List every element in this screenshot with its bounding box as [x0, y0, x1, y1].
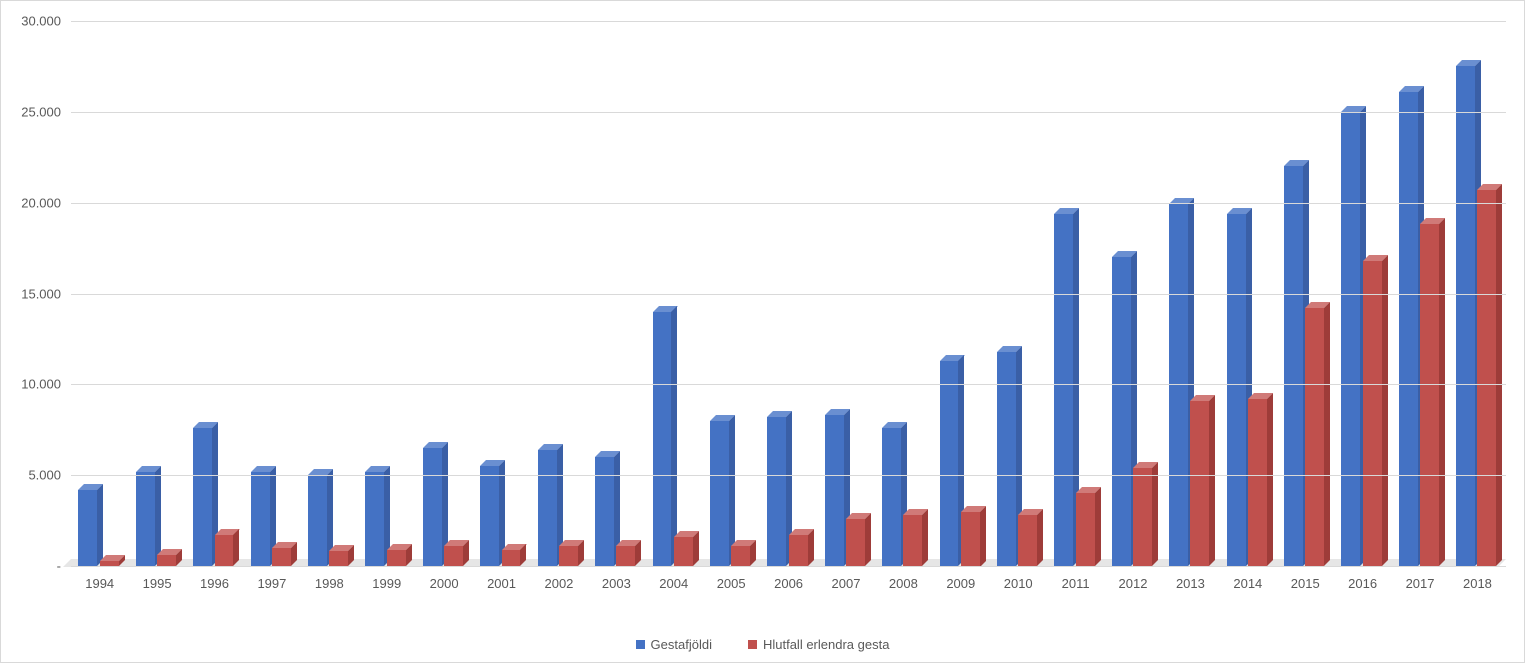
grid-line — [71, 475, 1506, 476]
x-axis-label: 2008 — [875, 576, 932, 591]
bar — [502, 550, 521, 566]
legend-swatch — [636, 640, 645, 649]
x-axis-label: 2005 — [702, 576, 759, 591]
x-axis-label: 2016 — [1334, 576, 1391, 591]
bar — [423, 448, 442, 566]
x-axis-label: 2009 — [932, 576, 989, 591]
bar — [789, 535, 808, 566]
x-axis-label: 1995 — [128, 576, 185, 591]
x-axis-label: 1997 — [243, 576, 300, 591]
x-axis-label: 2012 — [1104, 576, 1161, 591]
bar — [767, 417, 786, 566]
x-axis-label: 2007 — [817, 576, 874, 591]
legend-item: Hlutfall erlendra gesta — [748, 637, 889, 652]
legend: Gestafjöldi Hlutfall erlendra gesta — [1, 637, 1524, 652]
bar — [616, 546, 635, 566]
x-axis-label: 2006 — [760, 576, 817, 591]
x-axis-label: 2001 — [473, 576, 530, 591]
bar — [710, 421, 729, 566]
bar — [272, 548, 291, 566]
bar — [215, 535, 234, 566]
x-axis-label: 2013 — [1162, 576, 1219, 591]
x-axis-label: 1994 — [71, 576, 128, 591]
bar — [329, 551, 348, 566]
grid-line — [71, 21, 1506, 22]
y-axis-label: 30.000 — [21, 14, 61, 29]
bar — [1054, 214, 1073, 566]
bar — [157, 555, 176, 566]
bar — [1190, 401, 1209, 566]
bar — [1341, 112, 1360, 566]
bar — [674, 537, 693, 566]
grid-line — [71, 203, 1506, 204]
bar — [731, 546, 750, 566]
x-axis-label: 2017 — [1391, 576, 1448, 591]
legend-label: Hlutfall erlendra gesta — [763, 637, 889, 652]
bar — [480, 466, 499, 566]
bar — [1076, 493, 1095, 566]
x-axis-label: 2004 — [645, 576, 702, 591]
bar — [559, 546, 578, 566]
legend-swatch — [748, 640, 757, 649]
bar — [365, 472, 384, 566]
bar — [825, 415, 844, 566]
bar — [1456, 66, 1475, 566]
x-axis-label: 1999 — [358, 576, 415, 591]
x-axis-label: 1996 — [186, 576, 243, 591]
x-axis-label: 2014 — [1219, 576, 1276, 591]
bar — [1133, 468, 1152, 566]
bar — [78, 490, 97, 566]
bar — [940, 361, 959, 566]
bar — [1018, 515, 1037, 566]
plot-area: -5.00010.00015.00020.00025.00030.000 — [71, 21, 1506, 566]
y-axis-label: - — [57, 559, 61, 574]
x-axis-label: 2011 — [1047, 576, 1104, 591]
bar — [961, 512, 980, 567]
y-axis-label: 10.000 — [21, 377, 61, 392]
bar — [653, 312, 672, 566]
bar — [595, 457, 614, 566]
x-axis-label: 2015 — [1277, 576, 1334, 591]
bar — [251, 472, 270, 566]
bar — [846, 519, 865, 566]
bar — [193, 428, 212, 566]
y-axis-label: 15.000 — [21, 286, 61, 301]
bar — [136, 472, 155, 566]
bar — [1284, 166, 1303, 566]
x-axis-label: 2018 — [1449, 576, 1506, 591]
grid-line — [71, 112, 1506, 113]
legend-label: Gestafjöldi — [651, 637, 712, 652]
legend-item: Gestafjöldi — [636, 637, 712, 652]
bar — [387, 550, 406, 566]
x-axis-label: 2003 — [588, 576, 645, 591]
y-axis-label: 5.000 — [28, 468, 61, 483]
x-axis-label: 2010 — [990, 576, 1047, 591]
chart-container: -5.00010.00015.00020.00025.00030.000 199… — [0, 0, 1525, 663]
bar — [308, 475, 327, 566]
x-axis-labels: 1994199519961997199819992000200120022003… — [71, 576, 1506, 591]
grid-line — [71, 566, 1506, 567]
bar — [1305, 308, 1324, 566]
bar — [1248, 399, 1267, 566]
bar — [444, 546, 463, 566]
x-axis-label: 2002 — [530, 576, 587, 591]
grid-line — [71, 384, 1506, 385]
bar — [1227, 214, 1246, 566]
bar — [1477, 190, 1496, 566]
bar — [903, 515, 922, 566]
y-axis-label: 25.000 — [21, 104, 61, 119]
bar — [1112, 257, 1131, 566]
x-axis-label: 2000 — [415, 576, 472, 591]
bar — [1363, 261, 1382, 566]
y-axis-label: 20.000 — [21, 195, 61, 210]
bar — [882, 428, 901, 566]
bar — [1399, 92, 1418, 566]
bar — [538, 450, 557, 566]
grid-line — [71, 294, 1506, 295]
x-axis-label: 1998 — [301, 576, 358, 591]
bar — [1420, 224, 1439, 566]
